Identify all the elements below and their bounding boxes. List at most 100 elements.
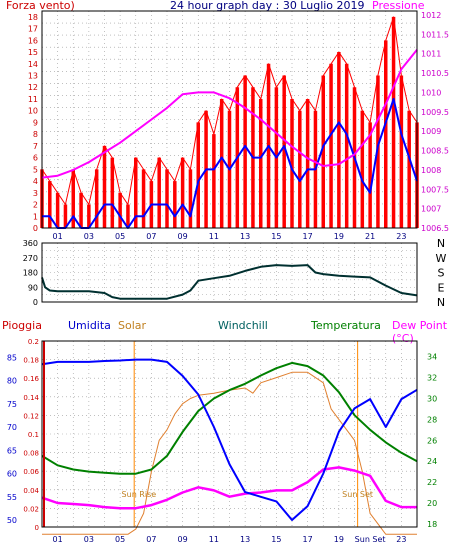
compass-label: W — [436, 252, 447, 265]
wind-x-tick: 03 — [84, 232, 94, 241]
climate-x-tick: 17 — [303, 535, 313, 544]
wind-x-tick: 13 — [240, 232, 250, 241]
humidity-y-tick: 75 — [7, 400, 17, 409]
wind-y-tick: 13 — [28, 72, 38, 81]
humidity-y-tick: 80 — [7, 377, 17, 386]
climate-x-tick: 05 — [115, 535, 125, 544]
wind-y-tick: 18 — [28, 13, 38, 22]
humidity-y-tick: 65 — [7, 446, 17, 455]
rain-y-tick: 0.14 — [23, 394, 39, 402]
gust-line — [41, 16, 418, 205]
temperature-line — [41, 361, 418, 475]
climate-x-tick: 23 — [396, 535, 406, 544]
rain-y-tick: 0.18 — [23, 357, 39, 365]
temperature-y-tick: 32 — [427, 374, 437, 383]
wind-y-tick: 1 — [33, 212, 38, 221]
pressure-y-tick: 1007 — [421, 205, 441, 214]
wind-x-tick: 23 — [396, 232, 406, 241]
temperature-y-tick: 22 — [427, 478, 437, 487]
direction-y-tick: 270 — [23, 254, 38, 263]
humidity-line — [41, 358, 418, 521]
pressure-y-tick: 1009.5 — [421, 108, 449, 117]
wind-panel-frame — [41, 10, 418, 229]
temperature-y-tick: 28 — [427, 415, 437, 424]
direction-y-tick: 360 — [23, 239, 38, 248]
climate-x-tick: 09 — [178, 535, 188, 544]
climate-x-tick: Sun Set — [355, 535, 386, 544]
pressure-y-tick: 1010 — [421, 88, 441, 97]
climate-x-tick: 03 — [84, 535, 94, 544]
wind-y-tick: 7 — [33, 142, 38, 151]
wind-y-tick: 16 — [28, 36, 38, 45]
wind-x-tick: 11 — [209, 232, 219, 241]
climate-panel-frame — [41, 340, 418, 528]
pressure-y-tick: 1006.5 — [421, 224, 449, 233]
temperature-y-tick: 20 — [427, 499, 437, 508]
wind-x-tick: 01 — [53, 232, 63, 241]
compass-label: N — [437, 296, 445, 309]
rain-y-tick: 0.04 — [23, 487, 39, 495]
direction-y-tick: 90 — [28, 283, 38, 292]
climate-x-tick: 15 — [271, 535, 281, 544]
wind-y-tick: 14 — [28, 60, 38, 69]
wind-y-tick: 17 — [28, 25, 38, 34]
pressure-line — [41, 49, 418, 179]
solar-label: Solar — [118, 319, 147, 332]
pressure-y-tick: 1007.5 — [421, 185, 449, 194]
wind-x-tick: 05 — [115, 232, 125, 241]
dewpoint-line — [41, 466, 417, 510]
climate-x-tick: 11 — [209, 535, 219, 544]
pressure-y-tick: 1008.5 — [421, 147, 449, 156]
humidity-y-tick: 55 — [7, 493, 17, 502]
wind-y-tick: 10 — [28, 107, 38, 116]
temperature-y-tick: 34 — [427, 353, 437, 362]
wind-y-tick: 11 — [28, 95, 38, 104]
wind-y-tick: 9 — [33, 118, 38, 127]
climate-x-tick: 19 — [334, 535, 344, 544]
wind-y-tick: 12 — [28, 83, 38, 92]
wind-y-tick: 2 — [33, 201, 38, 210]
wind-y-tick: 5 — [33, 165, 38, 174]
wind-force-label: Forza vento) — [6, 0, 75, 12]
temperature-y-tick: 18 — [427, 520, 437, 529]
dewpoint-label: Dew Point (°C) — [392, 319, 448, 345]
wind-x-tick: 09 — [178, 232, 188, 241]
rain-y-tick: 0.12 — [23, 412, 39, 420]
temperature-y-tick: 26 — [427, 436, 437, 445]
rain-label: Pioggia — [2, 319, 42, 332]
average-wind-line — [42, 98, 418, 229]
rain-y-tick: 0 — [35, 524, 39, 532]
direction-y-tick: 0 — [33, 298, 38, 307]
solar-line — [42, 371, 417, 535]
humidity-y-tick: 85 — [7, 353, 17, 362]
humidity-y-tick: 70 — [7, 423, 17, 432]
wind-x-tick: 15 — [271, 232, 281, 241]
compass-label: N — [437, 237, 445, 250]
temperature-y-tick: 30 — [427, 394, 437, 403]
rain-y-tick: 0.1 — [28, 431, 39, 439]
rain-y-tick: 0.16 — [23, 375, 39, 383]
temperature-label: Temperatura — [311, 319, 381, 332]
rain-y-tick: 0.08 — [23, 450, 39, 458]
wind-y-tick: 15 — [28, 48, 38, 57]
climate-x-tick: 13 — [240, 535, 250, 544]
wind-x-tick: 21 — [365, 232, 375, 241]
windchill-label: Windchill — [218, 319, 268, 332]
direction-y-tick: 180 — [23, 269, 38, 278]
wind-x-tick: 19 — [334, 232, 344, 241]
rain-y-tick: 0.06 — [23, 468, 39, 476]
wind-direction-line — [41, 264, 418, 300]
wind-x-tick: 17 — [303, 232, 313, 241]
pressure-y-tick: 1010.5 — [421, 69, 449, 78]
sun-set-annotation: Sun Set — [342, 490, 373, 499]
pressure-y-tick: 1012 — [421, 11, 441, 20]
temperature-y-tick: 24 — [427, 457, 437, 466]
wind-y-tick: 6 — [33, 154, 38, 163]
humidity-y-tick: 50 — [7, 516, 17, 525]
compass-label: S — [438, 267, 445, 280]
rain-y-tick: 0.2 — [28, 338, 39, 346]
wind-x-tick: 07 — [146, 232, 156, 241]
pressure-label: Pressione — [372, 0, 425, 12]
climate-x-tick: 01 — [53, 535, 63, 544]
